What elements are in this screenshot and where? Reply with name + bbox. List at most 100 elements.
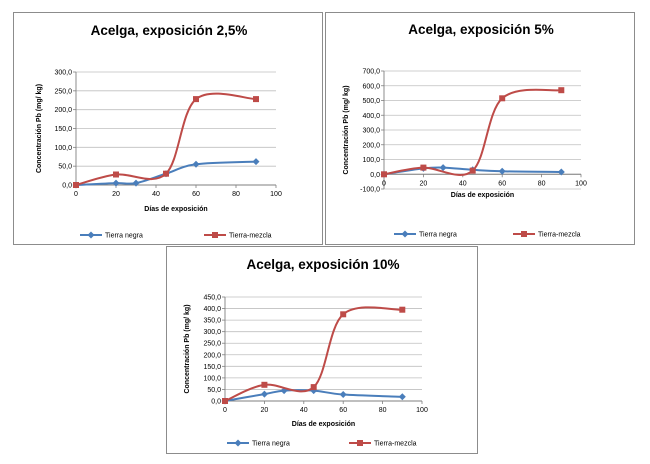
y-tick-label: 150,0 xyxy=(203,364,221,371)
data-point xyxy=(439,164,447,172)
legend-marker xyxy=(521,231,527,237)
x-axis-label: Días de exposición xyxy=(292,421,355,428)
x-tick-label: 80 xyxy=(538,180,546,187)
line-chart: Acelga, exposición 2,5% 0,0 50,0 100,0 150,0… xyxy=(36,23,282,240)
y-tick-label: 200,0 xyxy=(203,352,221,359)
y-tick-label: 250,0 xyxy=(203,341,221,348)
series-tierra-mezcla xyxy=(222,306,406,404)
y-tick-label: 500,0 xyxy=(362,98,380,105)
legend-label: Tierra-mezcla xyxy=(374,441,417,448)
data-point xyxy=(557,168,565,176)
data-point xyxy=(280,387,288,395)
x-tick-label: 60 xyxy=(339,407,347,414)
data-point xyxy=(193,96,199,103)
legend-marker xyxy=(234,439,242,447)
y-tick-label: 0,0 xyxy=(211,399,221,406)
series-line xyxy=(383,88,562,176)
y-tick-label: 450,0 xyxy=(203,295,221,302)
data-point xyxy=(339,391,347,398)
legend-label: Tierra negra xyxy=(252,441,290,448)
x-tick-label: 0 xyxy=(223,407,227,414)
legend-item: Tierra negra xyxy=(80,231,143,240)
y-axis-label: Concentración Pb (mg/ kg) xyxy=(184,304,191,393)
y-tick-label: -100,0 xyxy=(360,187,380,194)
y-tick-label: 700,0 xyxy=(362,69,380,76)
x-tick-label: 40 xyxy=(152,191,160,198)
x-tick-label: 20 xyxy=(261,407,269,414)
x-tick-label: 0 xyxy=(382,180,386,187)
x-tick-label: 40 xyxy=(459,180,467,187)
y-tick-label: 300,0 xyxy=(54,70,72,77)
x-tick-label: 20 xyxy=(112,191,120,198)
data-point xyxy=(469,167,476,174)
x-tick-label: 100 xyxy=(270,191,282,198)
legend-label: Tierra negra xyxy=(105,233,143,240)
legend-item: Tierra-mezcla xyxy=(349,440,417,448)
y-tick-label: 250,0 xyxy=(54,88,72,95)
legend: Tierra negra Tierra-mezcla xyxy=(394,230,581,239)
chart-title: Acelga, exposición 10% xyxy=(246,257,399,272)
y-axis-label: Concentración Pb (mg/ kg) xyxy=(36,84,43,173)
data-point xyxy=(113,171,119,178)
legend-item: Tierra-mezcla xyxy=(513,231,581,239)
x-tick-label: 40 xyxy=(300,407,308,414)
line-chart: Acelga, exposición 10% 0,0 50,0 100,0 150,0 2… xyxy=(184,257,428,448)
chart-title: Acelga, exposición 2,5% xyxy=(91,23,248,38)
legend-label: Tierra-mezcla xyxy=(538,232,581,239)
chart-title: Acelga, exposición 5% xyxy=(408,22,554,37)
data-point xyxy=(498,167,506,175)
x-tick-label: 60 xyxy=(498,180,506,187)
line-chart: Acelga, exposición 5% -100,0 0,0 100,0 200,0… xyxy=(343,22,587,239)
data-point xyxy=(310,384,317,391)
legend-label: Tierra-mezcla xyxy=(229,233,272,240)
y-tick-label: 350,0 xyxy=(203,318,221,325)
legend: Tierra negra Tierra-mezcla xyxy=(80,231,272,240)
y-tick-label: 150,0 xyxy=(54,126,72,133)
data-point xyxy=(261,381,268,388)
y-tick-label: 0,0 xyxy=(370,172,380,179)
chart-panel-5: Acelga, exposición 5% -100,0 0,0 100,0 200,0… xyxy=(325,12,635,245)
data-point xyxy=(398,393,406,401)
chart-panel-10: Acelga, exposición 10% 0,0 50,0 100,0 150,0 2… xyxy=(166,246,478,454)
data-point xyxy=(399,306,406,313)
legend-marker xyxy=(401,230,409,238)
series-tierra-mezcla xyxy=(73,92,259,188)
y-tick-label: 100,0 xyxy=(203,375,221,382)
x-tick-label: 80 xyxy=(379,407,387,414)
data-point xyxy=(192,160,200,168)
data-point xyxy=(112,179,120,187)
data-point xyxy=(132,179,140,187)
legend: Tierra negra Tierra-mezcla xyxy=(227,439,417,448)
x-tick-label: 60 xyxy=(192,191,200,198)
data-point xyxy=(340,311,347,318)
legend-item: Tierra negra xyxy=(227,439,290,448)
legend-label: Tierra negra xyxy=(419,232,457,239)
data-point xyxy=(253,96,259,103)
data-point xyxy=(252,158,260,166)
x-tick-label: 80 xyxy=(232,191,240,198)
data-point xyxy=(73,182,79,188)
x-tick-label: 100 xyxy=(416,407,428,414)
legend-marker xyxy=(357,440,363,446)
series-tierra-mezcla xyxy=(381,87,565,178)
data-point xyxy=(222,398,228,404)
y-tick-label: 100,0 xyxy=(362,157,380,164)
legend-item: Tierra negra xyxy=(394,230,457,239)
data-point xyxy=(499,95,506,102)
x-tick-label: 100 xyxy=(575,180,587,187)
y-tick-label: 0,0 xyxy=(62,183,72,190)
y-tick-label: 50,0 xyxy=(58,164,72,171)
x-axis-label: Días de exposición xyxy=(144,206,207,213)
data-point xyxy=(420,164,427,171)
data-point xyxy=(163,170,169,177)
y-tick-label: 300,0 xyxy=(203,329,221,336)
y-tick-label: 200,0 xyxy=(54,107,72,114)
x-tick-label: 0 xyxy=(74,191,78,198)
x-tick-label: 20 xyxy=(420,180,428,187)
y-axis-label: Concentración Pb (mg/ kg) xyxy=(343,85,350,174)
chart-panel-2-5: Acelga, exposición 2,5% 0,0 50,0 100,0 150,0… xyxy=(13,12,323,245)
legend-item: Tierra-mezcla xyxy=(204,232,272,240)
y-tick-label: 300,0 xyxy=(362,128,380,135)
y-tick-label: 100,0 xyxy=(54,145,72,152)
data-point xyxy=(260,390,268,398)
